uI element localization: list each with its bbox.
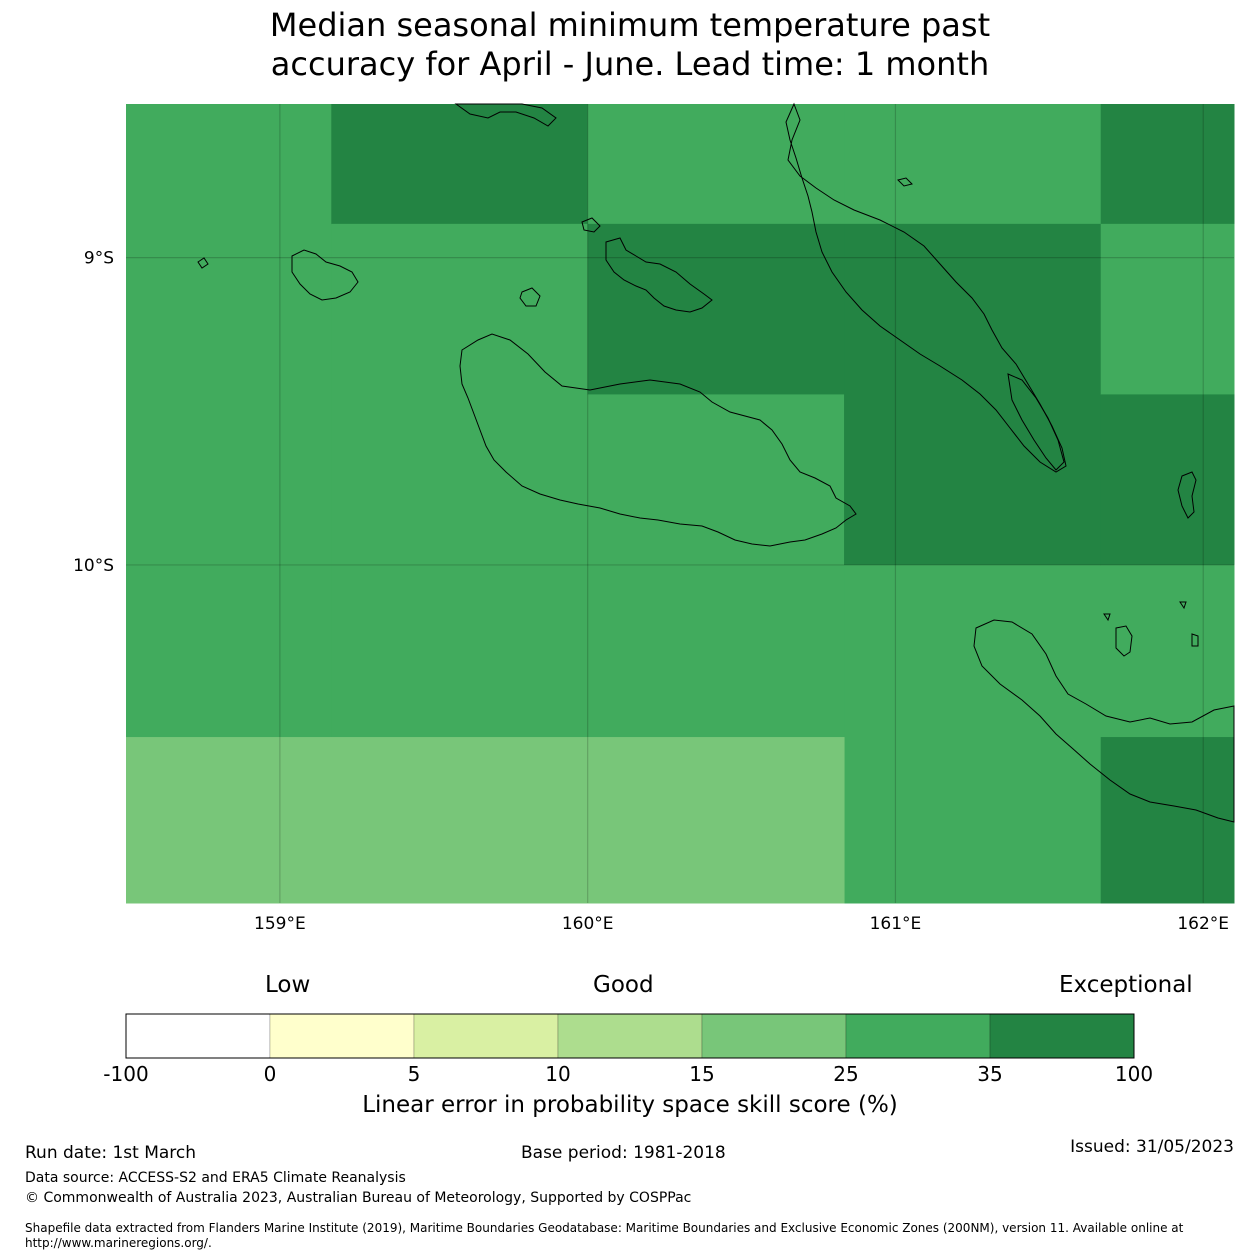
title-line-1: Median seasonal minimum temperature past [269,6,991,44]
coastlines [197,102,1235,823]
colorbar [125,1013,1135,1059]
lon-tick-label: 159°E [254,914,306,934]
colorbar-segment [413,1013,559,1059]
chart-title: Median seasonal minimum temperature past… [0,6,1260,84]
colorbar-frame [125,1013,1135,1059]
coastline-guadalcanal [459,333,857,547]
coastline-central-islands-north [454,103,557,127]
gridlines [126,104,1234,903]
copyright: © Commonwealth of Australia 2023, Austra… [25,1190,692,1206]
title-line-2: accuracy for April - June. Lead time: 1 … [270,45,990,83]
coastline-east-islet [1177,471,1197,519]
colorbar-tick-label: 10 [545,1062,571,1086]
colorbar-tick-label: 5 [407,1062,421,1086]
colorbar-label: Linear error in probability space skill … [362,1092,898,1118]
colorbar-segment [557,1013,703,1059]
skill-cell [126,737,845,904]
issued-date: Issued: 31/05/2023 [1070,1137,1234,1157]
skill-cell [1100,564,1235,738]
colorbar-segment [125,1013,271,1059]
lat-tick-label: 10°S [73,556,114,576]
skill-cell [1100,394,1235,566]
colorbar-tick-label: 100 [1114,1062,1154,1086]
colorbar-segment [845,1013,991,1059]
shapefile-credit: Shapefile data extracted from Flanders M… [25,1221,1184,1250]
skill-cell [331,223,589,738]
coastline-islet-southeast-1 [1115,625,1133,657]
coastline-islet-southeast-2 [1103,613,1111,622]
lat-tick-label: 9°S [84,249,114,269]
skill-cell [844,104,1102,225]
colorbar-segment [701,1013,847,1059]
skill-cell [1100,104,1235,225]
colorbar-tick-label: -100 [103,1062,149,1086]
skill-cells [126,104,1235,904]
run-date: Run date: 1st March [25,1143,197,1163]
lon-tick-label: 161°E [870,914,922,934]
skill-cell [844,564,1102,904]
colorbar-category-good: Good [593,972,654,998]
skill-cell [331,104,589,225]
data-source: Data source: ACCESS-S2 and ERA5 Climate … [25,1170,406,1186]
skill-cell [1100,223,1235,395]
skill-cell [844,223,1102,566]
coastline-savo [519,287,541,307]
base-period: Base period: 1981-2018 [521,1143,726,1163]
coastline-russell-islands [291,249,359,301]
coastline-islet-west [197,257,209,269]
colorbar-segment [269,1013,415,1059]
colorbar-tick-label: 35 [977,1062,1003,1086]
skill-cell [126,104,332,738]
colorbar-segment [989,1013,1135,1059]
colorbar-category-low: Low [265,972,311,998]
coastline-islet-southeast-4 [1191,633,1199,647]
lon-tick-label: 162°E [1177,914,1229,934]
lon-tick-label: 160°E [562,914,614,934]
colorbar-category-exceptional: Exceptional [1059,972,1193,998]
coastline-islet-northeast [897,177,913,187]
coastline-malaita-south [1007,373,1065,471]
skill-cell [587,104,845,225]
colorbar-tick-label: 15 [689,1062,715,1086]
colorbar-tick-label: 0 [263,1062,277,1086]
skill-cell [1100,737,1235,904]
skill-cell [587,394,845,738]
colorbar-tick-label: 25 [833,1062,859,1086]
axis-ticks: 159°E 160°E 161°E 162°E 9°S 10°S [73,249,1229,934]
coastline-florida-islands [605,237,713,313]
coastline-malaita [785,102,1067,473]
coastline-makira [973,619,1235,823]
coastline-islet-north [581,217,601,233]
coastline-islet-southeast-3 [1179,601,1187,610]
